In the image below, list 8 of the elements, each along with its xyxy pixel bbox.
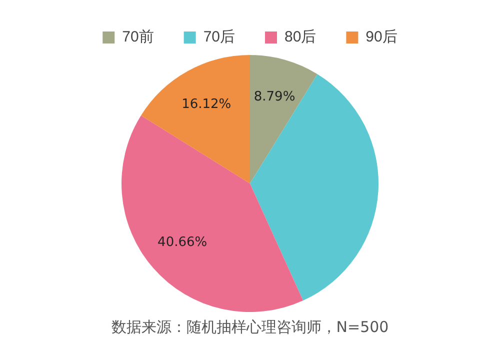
data-label: 40.66% [158, 235, 208, 250]
legend-label: 70前 [122, 28, 154, 46]
source-note: 数据来源：随机抽样心理咨询师，N=500 [110, 318, 390, 337]
legend-label: 80后 [284, 28, 316, 46]
data-label: 16.12% [182, 97, 232, 112]
data-label: 8.79% [254, 89, 296, 104]
legend-label: 90后 [366, 28, 398, 46]
legend-label: 70后 [203, 28, 236, 46]
